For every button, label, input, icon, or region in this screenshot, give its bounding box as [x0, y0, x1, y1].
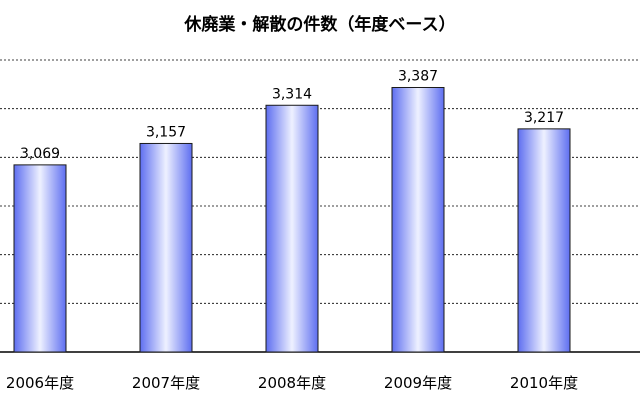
data-label: 3,069: [20, 146, 60, 162]
x-tick-label: 2008年度: [258, 374, 326, 392]
bars: [13, 86, 571, 353]
chart-title: 休廃業・解散の件数（年度ベース）: [183, 14, 455, 35]
bar: [13, 164, 67, 353]
bar: [391, 86, 445, 353]
data-label: 3,217: [524, 110, 564, 126]
data-label: 3,314: [272, 86, 312, 102]
bar: [139, 142, 193, 353]
data-label: 3,387: [398, 68, 438, 84]
data-labels: 3,069 3,157 3,314 3,387 3,217: [20, 68, 564, 161]
x-tick-label: 2009年度: [384, 374, 452, 392]
x-tick-label: 2007年度: [132, 374, 200, 392]
x-tick-label: 2010年度: [510, 374, 578, 392]
data-label: 3,157: [146, 124, 186, 140]
x-tick-labels: 2006年度2007年度2008年度2009年度2010年度20: [6, 374, 578, 392]
bar: [265, 104, 319, 353]
x-tick-label: 2006年度: [6, 374, 74, 392]
bar: [517, 128, 571, 353]
